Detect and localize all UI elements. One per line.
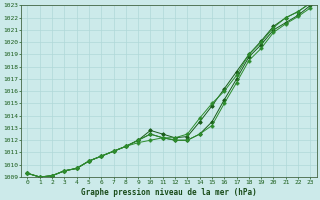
X-axis label: Graphe pression niveau de la mer (hPa): Graphe pression niveau de la mer (hPa) bbox=[81, 188, 257, 197]
